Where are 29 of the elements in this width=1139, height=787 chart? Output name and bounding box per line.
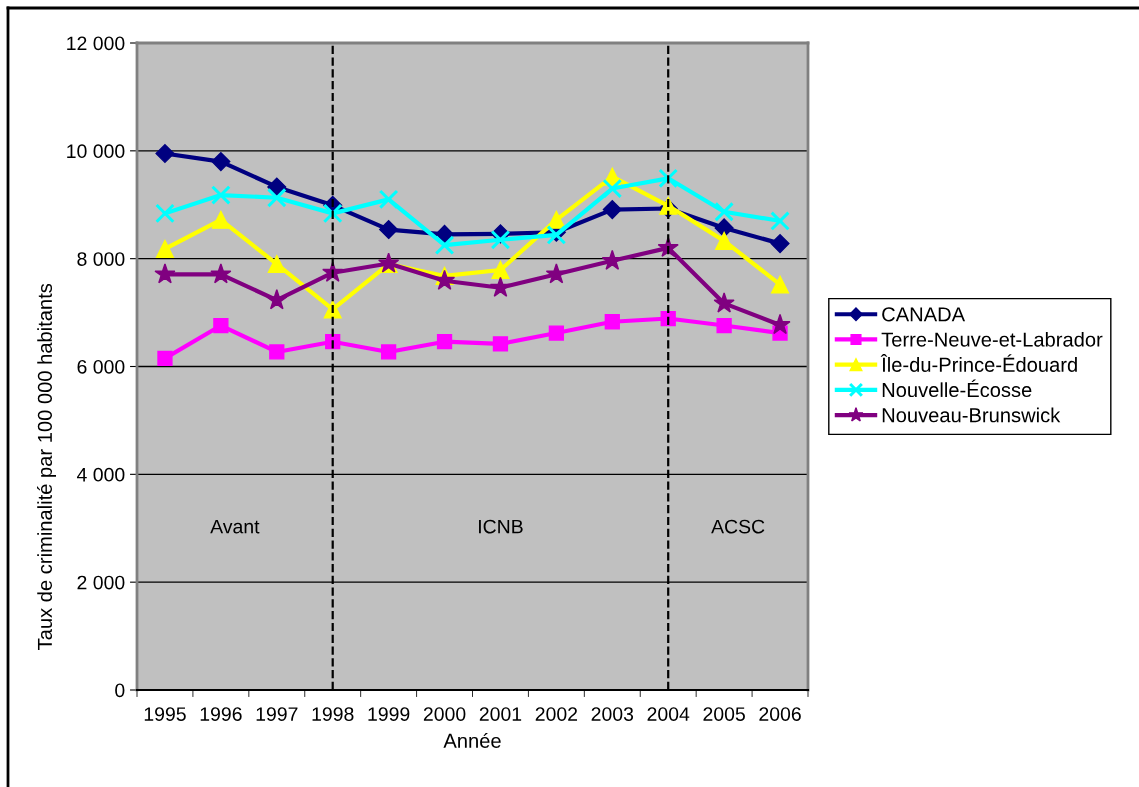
x-tick-label: 2003 xyxy=(591,707,634,721)
y-tick-label: 6 000 xyxy=(77,359,125,374)
legend-label: Terre-Neuve-et-Labrador xyxy=(881,331,1103,347)
x-tick-label: 1996 xyxy=(200,707,242,721)
y-tick-label: 12 000 xyxy=(67,36,125,51)
x-tick-label: 1998 xyxy=(312,707,354,721)
legend-label: CANADA xyxy=(882,307,966,322)
x-tick-label: 2002 xyxy=(535,707,578,721)
legend-label: Île-du-Prince-Édouard xyxy=(880,354,1077,372)
x-tick-label: 2001 xyxy=(479,707,522,721)
annotation: Avant xyxy=(210,519,260,534)
legend-label: Nouveau-Brunswick xyxy=(882,407,1061,423)
y-axis-title: Taux de criminalité par 100 000 habitants xyxy=(36,283,56,650)
annotation: ICNB xyxy=(479,519,523,534)
legend-label: Nouvelle-Écosse xyxy=(882,379,1032,398)
y-tick-label: 2 000 xyxy=(77,575,125,590)
y-tick-label: 0 xyxy=(115,683,125,698)
x-tick-label: 2004 xyxy=(647,707,690,721)
y-tick-label: 8 000 xyxy=(77,252,125,266)
x-tick-label: 2005 xyxy=(703,707,745,721)
x-tick-label: 1999 xyxy=(368,707,410,721)
x-tick-label: 2006 xyxy=(759,707,801,721)
x-tick-label: 1995 xyxy=(144,707,186,721)
x-tick-label: 2000 xyxy=(423,707,466,721)
x-axis-title: Année xyxy=(443,732,501,748)
annotation: ACSC xyxy=(711,519,765,534)
y-tick-label: 10 000 xyxy=(67,144,125,159)
x-tick-label: 1997 xyxy=(256,707,298,721)
y-tick-label: 4 000 xyxy=(76,467,125,482)
